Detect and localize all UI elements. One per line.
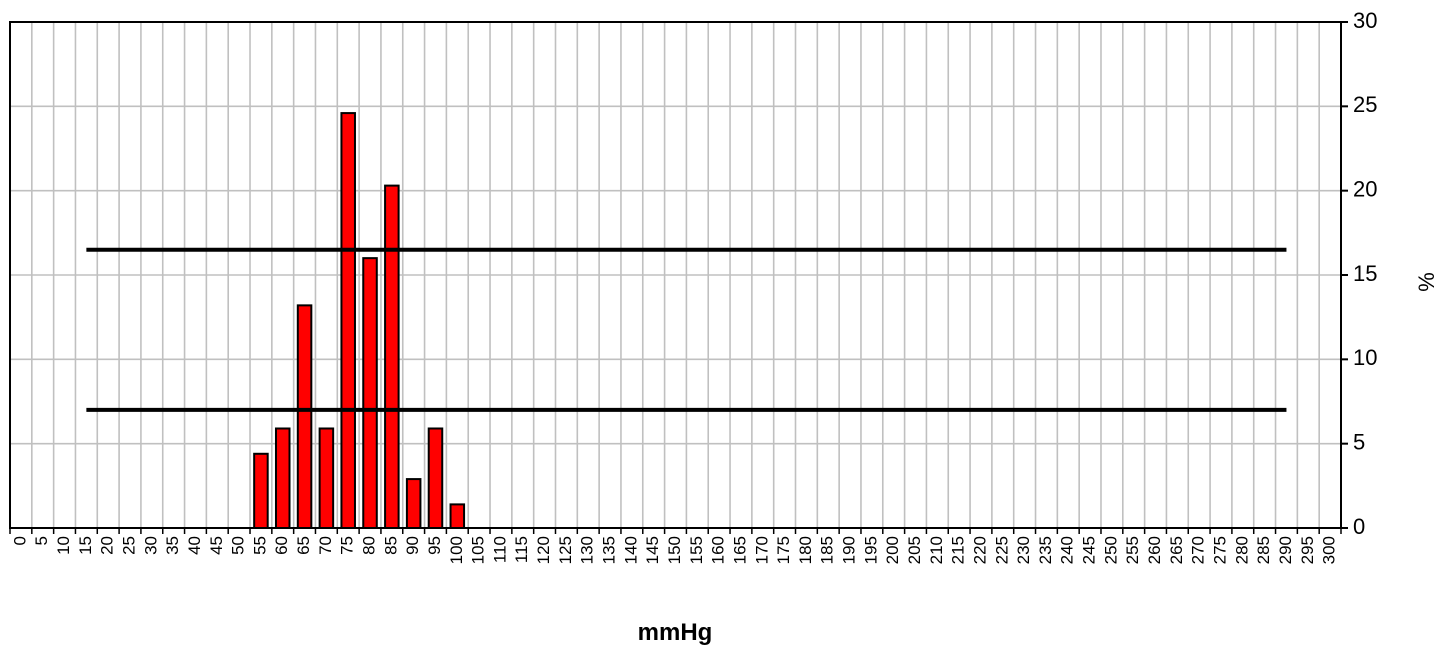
x-tick-label: 295 xyxy=(1298,536,1317,564)
x-tick-label: 70 xyxy=(316,536,335,555)
x-tick-label: 275 xyxy=(1210,536,1229,564)
x-tick-label: 75 xyxy=(338,536,357,555)
x-tick-label: 10 xyxy=(54,536,73,555)
y-axis-title: % xyxy=(1414,272,1439,292)
x-tick-label: 65 xyxy=(294,536,313,555)
bar-80 xyxy=(362,257,378,529)
x-tick-label: 150 xyxy=(665,536,684,564)
bar-100 xyxy=(449,503,466,529)
x-tick-label: 285 xyxy=(1254,536,1273,564)
y-tick-labels: 0 5 10 15 20 25 30 xyxy=(1353,8,1377,539)
x-tick-label: 15 xyxy=(76,536,95,555)
x-tick-label: 255 xyxy=(1123,536,1142,564)
axes xyxy=(9,21,1348,534)
x-axis-title: mmHg xyxy=(638,619,713,646)
bar-55 xyxy=(253,452,269,529)
bar-65 xyxy=(296,304,313,529)
x-tick-label: 160 xyxy=(709,536,728,564)
y-tick-label: 5 xyxy=(1353,429,1365,454)
x-tick-label: 265 xyxy=(1167,536,1186,564)
x-tick-label: 280 xyxy=(1232,536,1251,564)
x-tick-label: 130 xyxy=(578,536,597,564)
x-tick-label: 125 xyxy=(556,536,575,564)
grid xyxy=(10,22,1341,528)
x-tick-label: 290 xyxy=(1276,536,1295,564)
x-tick-label: 195 xyxy=(861,536,880,564)
x-tick-label: 55 xyxy=(250,536,269,555)
x-tick-label: 110 xyxy=(490,536,509,563)
x-tick-label: 235 xyxy=(1036,536,1055,564)
x-tick-label: 205 xyxy=(905,536,924,564)
x-tick-label: 30 xyxy=(141,536,160,555)
y-tick-label: 10 xyxy=(1353,345,1377,370)
x-tick-label: 95 xyxy=(425,536,444,555)
bar-75 xyxy=(340,112,356,530)
x-tick-label: 40 xyxy=(185,536,204,555)
y-tick-label: 15 xyxy=(1353,261,1377,286)
y-tick-label: 20 xyxy=(1353,176,1377,201)
bars xyxy=(253,112,466,530)
x-tick-label: 35 xyxy=(163,536,182,555)
x-tick-label: 90 xyxy=(403,536,422,555)
x-tick-label: 115 xyxy=(512,536,531,563)
x-tick-label: 145 xyxy=(643,536,662,564)
bar-90 xyxy=(405,478,422,530)
x-tick-label: 105 xyxy=(469,536,488,564)
x-tick-label: 0 xyxy=(10,536,29,545)
y-tick-label: 25 xyxy=(1353,92,1377,117)
y-tick-label: 30 xyxy=(1353,8,1377,33)
bar-95 xyxy=(427,427,444,529)
reference-lines xyxy=(86,247,1287,412)
x-tick-label: 250 xyxy=(1101,536,1120,564)
x-tick-label: 210 xyxy=(927,536,946,564)
x-tick-label: 5 xyxy=(32,536,51,545)
x-tick-label: 175 xyxy=(774,536,793,564)
x-tick-label: 240 xyxy=(1058,536,1077,564)
x-tick-label: 80 xyxy=(360,536,379,555)
x-tick-label: 20 xyxy=(98,536,117,555)
x-tick-label: 165 xyxy=(730,536,749,564)
x-tick-label: 25 xyxy=(119,536,138,555)
x-tick-label: 300 xyxy=(1320,536,1339,564)
x-tick-label: 245 xyxy=(1080,536,1099,564)
x-tick-label: 135 xyxy=(600,536,619,564)
x-tick-label: 170 xyxy=(752,536,771,564)
bar-60 xyxy=(274,427,291,529)
x-tick-label: 50 xyxy=(229,536,248,555)
x-tick-label: 85 xyxy=(381,536,400,555)
x-tick-label: 60 xyxy=(272,536,291,555)
x-tick-labels: 0 5 10 15 20 25 30 35 40 45 50 55 60 65 70 75 80 85 90 95 10… xyxy=(10,536,1338,564)
x-tick-label: 215 xyxy=(949,536,968,564)
x-tick-label: 270 xyxy=(1189,536,1208,564)
x-tick-label: 180 xyxy=(796,536,815,564)
x-tick-label: 155 xyxy=(687,536,706,564)
x-tick-label: 200 xyxy=(883,536,902,564)
x-tick-label: 45 xyxy=(207,536,226,555)
x-tick-label: 190 xyxy=(840,536,859,564)
x-tick-label: 185 xyxy=(818,536,837,564)
bar-70 xyxy=(318,427,335,529)
x-tick-label: 140 xyxy=(621,536,640,564)
y-tick-label: 0 xyxy=(1353,514,1365,539)
bar-85 xyxy=(384,184,400,530)
x-tick-label: 225 xyxy=(992,536,1011,564)
x-tick-label: 120 xyxy=(534,536,553,564)
x-tick-label: 230 xyxy=(1014,536,1033,564)
x-tick-label: 220 xyxy=(970,536,989,564)
x-tick-label: 100 xyxy=(447,536,466,564)
x-tick-label: 260 xyxy=(1145,536,1164,564)
